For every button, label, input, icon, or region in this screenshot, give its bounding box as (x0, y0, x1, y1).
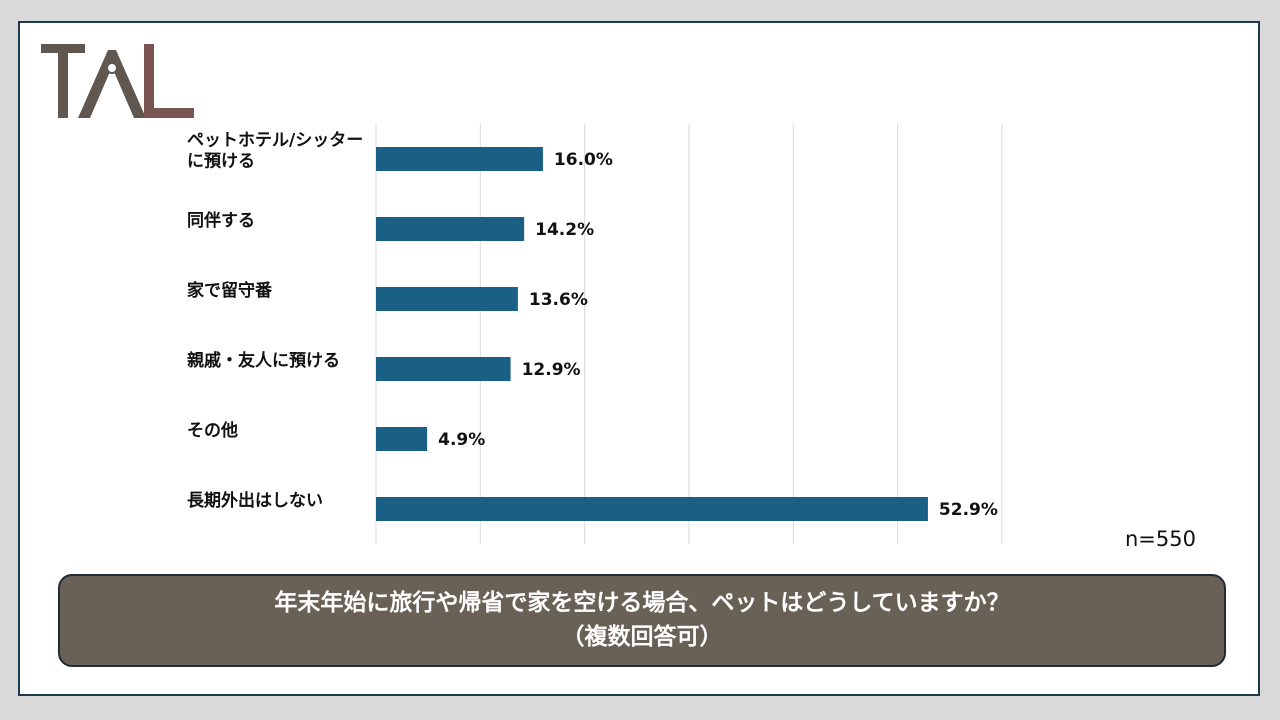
value-label: 12.9% (522, 360, 581, 380)
logo-a-dot (106, 62, 118, 74)
category-label-line: 長期外出はしない (187, 490, 323, 511)
category-label: 家で留守番 (187, 280, 273, 301)
value-label: 4.9% (438, 430, 485, 450)
logo-t-stem (58, 44, 68, 118)
bar (376, 217, 525, 241)
logo-a-shape (78, 50, 146, 118)
value-label: 16.0% (554, 150, 613, 170)
question-title: 年末年始に旅行や帰省で家を空ける場合、ペットはどうしていますか？ (274, 590, 1010, 617)
category-label-line: その他 (187, 420, 238, 441)
bar (376, 357, 511, 381)
category-label-line: 家で留守番 (187, 280, 273, 301)
grid-layer (375, 124, 1003, 544)
label-layer: 16.0% ペットホテル/シッターに預ける 14.2% 同伴する 13.6% 家で留守番 1… (187, 131, 998, 521)
category-label: 親戚・友人に預ける (187, 350, 340, 371)
value-label: 13.6% (529, 290, 588, 310)
category-label-line: ペットホテル/シッター (187, 131, 363, 151)
bar (376, 427, 428, 451)
category-label-line: 親戚・友人に預ける (187, 350, 340, 371)
question-subtitle: （複数回答可） (561, 623, 723, 650)
bar (376, 497, 928, 521)
bar (376, 147, 543, 171)
category-label: その他 (187, 420, 238, 441)
category-label-line: に預ける (187, 152, 255, 172)
logo-l-base (144, 108, 194, 118)
bar (376, 287, 518, 311)
tal-logo (41, 44, 194, 118)
question-title-box: 年末年始に旅行や帰省で家を空ける場合、ペットはどうしていますか？ （複数回答可） (58, 574, 1226, 667)
logo-l-stem (144, 44, 154, 118)
value-label: 52.9% (939, 500, 998, 520)
value-label: 14.2% (535, 220, 594, 240)
sample-size-label: n=550 (1125, 527, 1196, 551)
category-label: 長期外出はしない (187, 490, 323, 511)
category-label-line: 同伴する (187, 210, 255, 231)
bar-layer (376, 147, 928, 521)
category-label: 同伴する (187, 210, 255, 231)
category-label: ペットホテル/シッターに預ける (187, 131, 363, 172)
